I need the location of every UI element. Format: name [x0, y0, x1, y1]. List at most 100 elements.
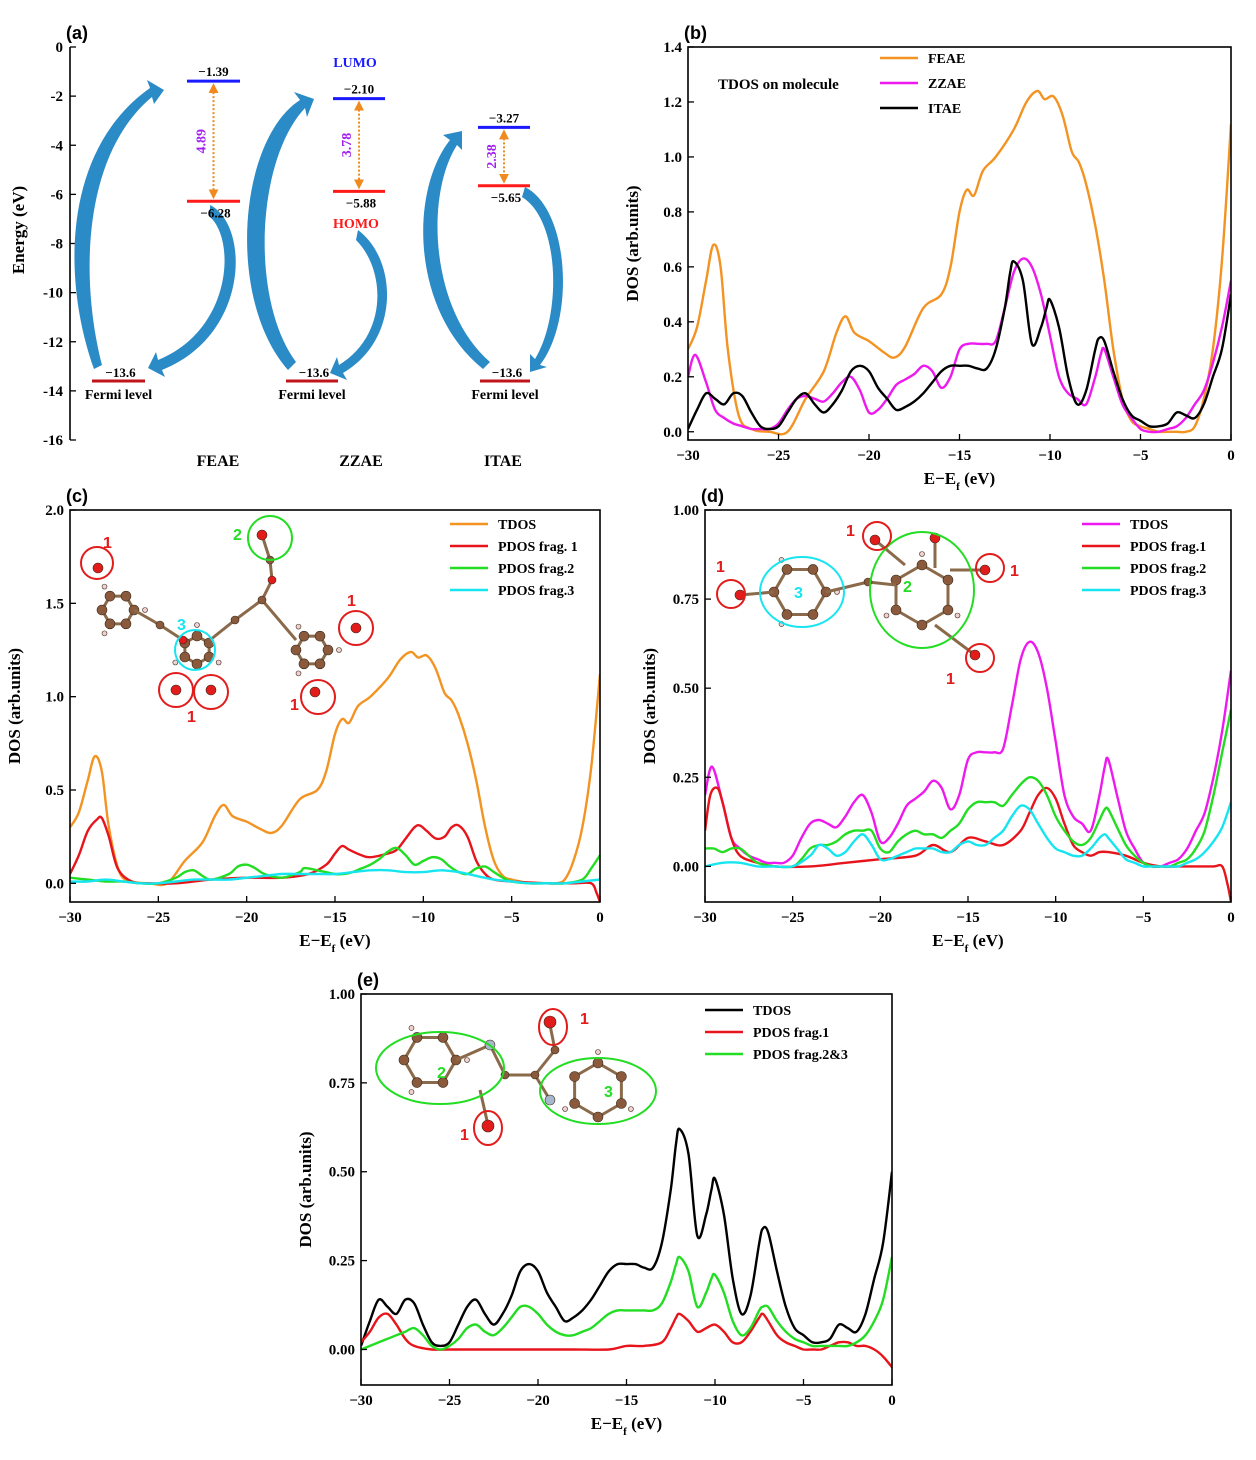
- atom: [298, 658, 310, 670]
- fragment-number: 3: [177, 617, 186, 634]
- itae-molecule-illustration: 1 1 2 3: [375, 1008, 657, 1146]
- y-tick-label: 1.2: [663, 95, 682, 111]
- zzae-molecule-illustration: 1 1 1 1 3 2: [716, 521, 1019, 688]
- panel-a-y-tick-label: 0: [56, 40, 64, 56]
- fragment-highlight: [473, 1110, 503, 1146]
- panel-a-y-tick-label: -14: [43, 384, 63, 400]
- atom: [96, 604, 108, 616]
- bond: [825, 580, 869, 594]
- y-tick-label: 1.00: [329, 987, 355, 1003]
- fragment-number: 1: [290, 697, 299, 714]
- charge-transfer-arrows: [74, 80, 563, 380]
- atom: [290, 644, 302, 656]
- homo-value: −5.88: [346, 195, 377, 210]
- feae-down-arrow-icon: [148, 205, 236, 377]
- fermi-level-label: Fermi level: [278, 388, 345, 403]
- atom: [295, 670, 302, 677]
- atom: [408, 1025, 415, 1031]
- legend-label: TDOS: [753, 1004, 791, 1019]
- atom: [954, 612, 961, 619]
- atom: [298, 630, 310, 642]
- x-tick-label: −10: [703, 1393, 727, 1409]
- molecule-name-label: ZZAE: [339, 453, 383, 470]
- fragment-number: 1: [460, 1127, 469, 1144]
- atom: [408, 1089, 415, 1095]
- atom: [178, 635, 188, 645]
- bond: [133, 608, 161, 627]
- x-tick-label: −5: [795, 1393, 811, 1409]
- feae-molecule-illustration: 1 2 3 1 1 1: [80, 515, 374, 726]
- y-tick-label: 0.00: [329, 1342, 355, 1358]
- fragment-number: 1: [347, 593, 356, 610]
- atom: [595, 1049, 601, 1055]
- atom: [890, 574, 902, 586]
- lumo-label: LUMO: [333, 56, 377, 71]
- panel-label: (c): [66, 486, 88, 506]
- atom: [104, 618, 116, 630]
- homo-value: −6.28: [200, 205, 231, 220]
- y-axis-title: DOS (arb.units): [5, 648, 24, 764]
- fragment-highlight: [300, 679, 336, 715]
- atom: [919, 551, 925, 557]
- atom: [781, 609, 793, 620]
- x-tick-label: −30: [676, 448, 700, 464]
- fragment-highlight: [759, 556, 845, 628]
- atom: [205, 684, 217, 696]
- atom: [464, 1057, 470, 1063]
- panel-label: (e): [357, 970, 379, 990]
- atom: [979, 564, 991, 576]
- zzae-down-arrow-icon: [330, 230, 388, 380]
- legend-label: PDOS frag. 1: [498, 540, 578, 555]
- fragment-highlight: [247, 515, 293, 561]
- y-tick-label: 0.5: [45, 783, 64, 799]
- panel-e-itae-pdos-chart: (e) −30 −25 −20 −15 −10 −5 0 0.00 0.25 0.50 0.75 1.0…: [296, 970, 896, 1438]
- panel-d-zzae-pdos-chart: (d) −30 −25 −20 −15 −10 −5 0 0.00 0.25 0.50 0.75 1.0…: [640, 486, 1235, 955]
- x-tick-label: 0: [888, 1393, 896, 1409]
- series-line-pdos-frag-2: [70, 846, 600, 886]
- y-tick-label: 0.6: [663, 260, 682, 276]
- atom: [309, 686, 321, 698]
- fragment-number: 1: [580, 1011, 589, 1028]
- legend-label: ZZAE: [928, 77, 966, 92]
- fragment-highlight: [338, 610, 374, 646]
- atom: [172, 659, 179, 666]
- atom: [155, 620, 165, 630]
- atom: [101, 630, 108, 637]
- panel-b-tdos-chart: (b) −30 −25 −20 −15 −10 −5 0 0.0 0.2 0.4 0.6 0.8 1.0 1…: [623, 23, 1235, 493]
- panel-a-y-tick-label: -2: [51, 89, 64, 105]
- x-tick-label: −5: [1132, 448, 1148, 464]
- fragment-number: 1: [187, 709, 196, 726]
- series-line-feae: [688, 89, 1231, 436]
- atom: [592, 1111, 604, 1123]
- x-tick-label: −30: [58, 910, 82, 926]
- x-tick-label: −30: [349, 1393, 373, 1409]
- panel-a-y-tick-label: -4: [51, 138, 64, 154]
- atom: [942, 604, 954, 616]
- atom: [215, 659, 222, 666]
- legend-label: PDOS frag.2: [1130, 562, 1206, 577]
- atom: [257, 595, 267, 605]
- bond: [867, 580, 897, 587]
- atom: [179, 651, 191, 663]
- atom: [314, 658, 326, 670]
- energy-levels: −1.39 −6.28 4.89 −13.6 Fermi level FEAE −2.10 −…: [85, 64, 539, 470]
- bond: [874, 538, 906, 567]
- x-tick-label: −5: [1135, 910, 1151, 926]
- chart-title: TDOS on molecule: [718, 77, 839, 93]
- atom: [104, 590, 116, 602]
- x-tick-label: −25: [767, 448, 791, 464]
- fragment-highlight: [174, 629, 216, 671]
- legend-label: PDOS frag.3: [1130, 584, 1206, 599]
- atom: [322, 644, 334, 656]
- x-tick-label: −15: [323, 910, 347, 926]
- atom: [883, 612, 890, 619]
- y-tick-label: 1.00: [673, 503, 699, 519]
- atom: [481, 1119, 495, 1133]
- y-tick-label: 0.25: [673, 770, 699, 786]
- legend-label: PDOS frag.1: [753, 1026, 829, 1041]
- x-tick-label: −25: [781, 910, 805, 926]
- panel-c-feae-pdos-chart: (c) −30 −25 −20 −15 −10 −5 0 0.0 0.5 1.0 1.5 2.0 E−Ef…: [5, 486, 604, 955]
- atom: [101, 583, 108, 590]
- fragment-number: 1: [946, 671, 955, 688]
